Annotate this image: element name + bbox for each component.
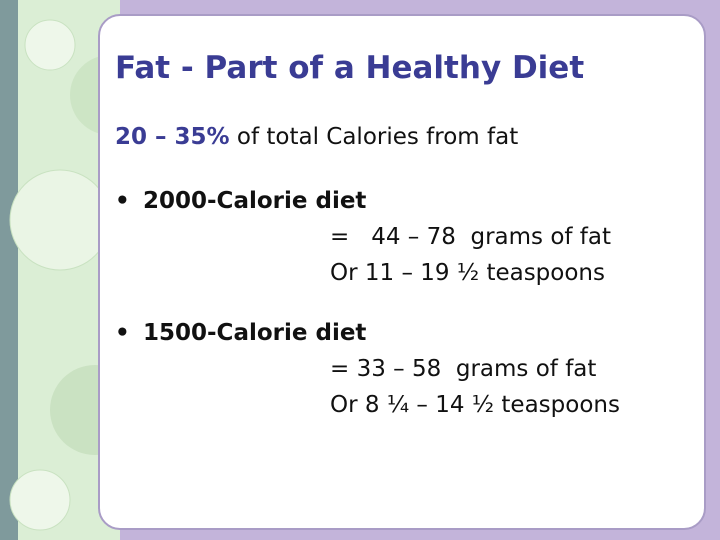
bullet-detail: Or 8 ¼ – 14 ½ teaspoons xyxy=(330,392,620,418)
bullet-label: 1500-Calorie diet xyxy=(143,320,367,346)
slide-title: Fat - Part of a Healthy Diet xyxy=(115,50,585,86)
bullet-dot: • xyxy=(115,188,130,214)
bullet-dot: • xyxy=(115,320,130,346)
side-strip xyxy=(0,0,18,540)
bullet-detail: Or 11 – 19 ½ teaspoons xyxy=(330,260,605,286)
circle xyxy=(9,169,111,271)
bullet-detail: = 44 – 78 grams of fat xyxy=(330,224,612,250)
content-card xyxy=(98,14,706,530)
intro-emphasis: 20 – 35% xyxy=(115,124,230,150)
bullet-detail: = 33 – 58 grams of fat xyxy=(330,356,597,382)
bullet-label: 2000-Calorie diet xyxy=(143,188,367,214)
circle xyxy=(24,19,76,71)
intro-text: of total Calories from fat xyxy=(236,124,519,150)
intro-line: 20 – 35% of total Calories from fat xyxy=(115,124,518,150)
circle xyxy=(9,469,71,531)
